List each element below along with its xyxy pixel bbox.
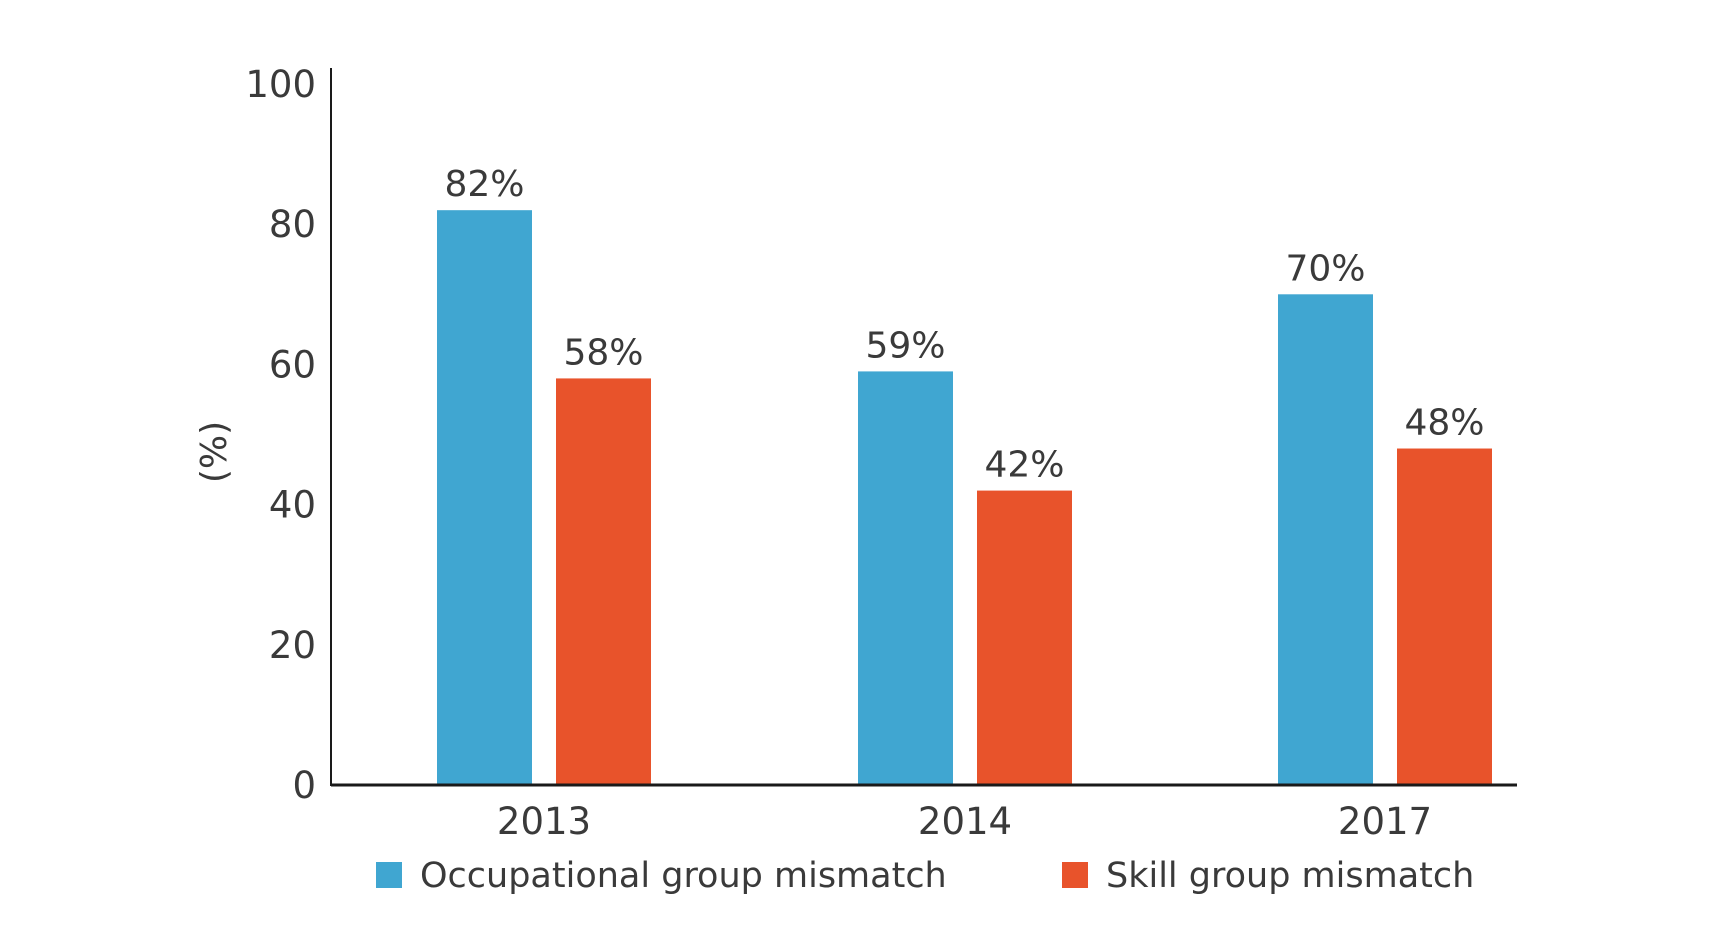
legend-swatch bbox=[376, 862, 402, 888]
x-tick-label: 2014 bbox=[918, 800, 1012, 843]
data-label: 48% bbox=[1404, 403, 1484, 444]
bar-2014-series-1 bbox=[858, 371, 953, 785]
x-tick-label: 2017 bbox=[1338, 800, 1432, 843]
legend-label: Skill group mismatch bbox=[1106, 856, 1474, 896]
y-axis-ticks: 0 20 40 60 80 100 bbox=[245, 63, 316, 807]
legend-label: Occupational group mismatch bbox=[420, 856, 947, 896]
data-labels: 82% 58% 59% 42% 70% 48% bbox=[444, 164, 1484, 485]
bar-2017-series-1 bbox=[1278, 294, 1373, 785]
bars bbox=[437, 210, 1492, 785]
legend-item-series-1: Occupational group mismatch bbox=[376, 856, 947, 896]
data-label: 59% bbox=[865, 325, 945, 366]
bar-2014-series-2 bbox=[977, 490, 1072, 785]
y-tick-label: 100 bbox=[245, 63, 316, 106]
y-tick-label: 60 bbox=[269, 343, 316, 386]
bar-2013-series-2 bbox=[556, 378, 651, 785]
y-tick-label: 80 bbox=[269, 203, 316, 246]
y-axis-label: (%) bbox=[194, 421, 235, 483]
x-axis-ticks: 2013 2014 2017 bbox=[497, 800, 1432, 843]
legend: Occupational group mismatch Skill group m… bbox=[376, 856, 1474, 896]
y-tick-label: 0 bbox=[292, 764, 316, 807]
legend-item-series-2: Skill group mismatch bbox=[1062, 856, 1474, 896]
x-tick-label: 2013 bbox=[497, 800, 591, 843]
legend-swatch bbox=[1062, 862, 1088, 888]
data-label: 58% bbox=[563, 332, 643, 373]
data-label: 42% bbox=[984, 445, 1064, 486]
y-tick-label: 40 bbox=[269, 484, 316, 527]
y-tick-label: 20 bbox=[269, 624, 316, 667]
data-label: 70% bbox=[1285, 248, 1365, 289]
bar-2013-series-1 bbox=[437, 210, 532, 785]
bar-2017-series-2 bbox=[1397, 448, 1492, 785]
data-label: 82% bbox=[444, 164, 524, 205]
